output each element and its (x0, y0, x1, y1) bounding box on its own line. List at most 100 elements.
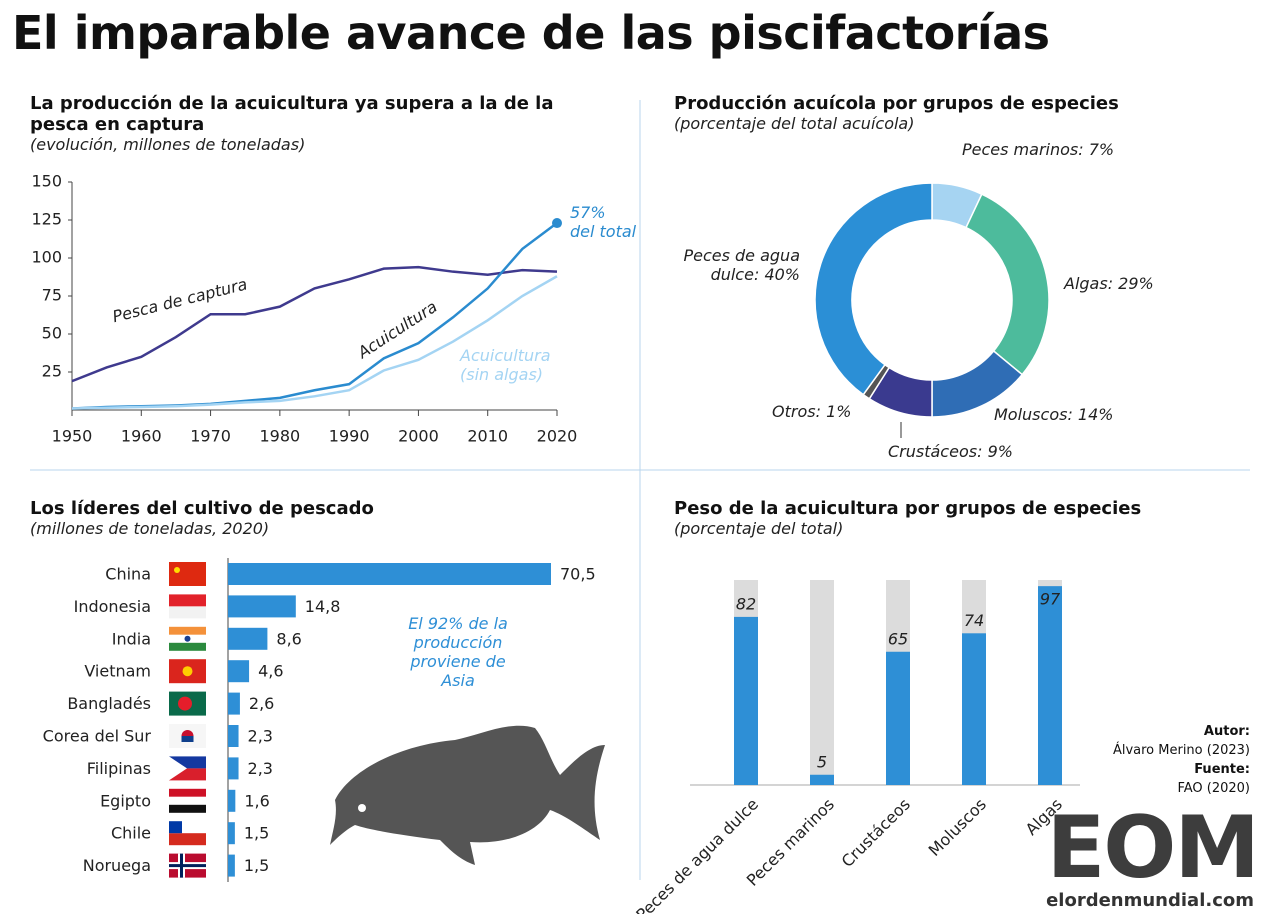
x-tick-label: 1950 (52, 427, 93, 446)
section-subtitle: (porcentaje del total) (674, 519, 844, 538)
x-tick-label: 1970 (190, 427, 231, 446)
bar (1038, 586, 1062, 785)
slice-label: Algas: 29% (1064, 274, 1174, 293)
y-tick-label: 75 (42, 286, 62, 305)
value-label: 1,5 (244, 824, 269, 843)
slice-name: Otros: (772, 402, 821, 421)
bar (228, 692, 240, 715)
slice-name: Peces de agua dulce: (683, 246, 800, 284)
category-label: Noruega (83, 856, 151, 875)
bar (228, 595, 296, 618)
flag (169, 626, 206, 635)
bar (228, 854, 235, 877)
section-title: Peso de la acuicultura por grupos de esp… (674, 498, 1142, 519)
annotation: El 92% de la producción proviene de Asia (408, 614, 508, 690)
bar (962, 633, 986, 785)
slice-name: Crustáceos: (888, 442, 983, 461)
fish-icon (330, 725, 605, 865)
donut-slice (965, 193, 1050, 376)
flag (169, 788, 206, 797)
slice-value: 7% (1088, 140, 1115, 159)
flag (169, 864, 206, 868)
flag (169, 756, 187, 781)
x-tick-label: 2000 (398, 427, 439, 446)
y-tick-label: 100 (31, 248, 62, 267)
value-label: 4,6 (258, 662, 283, 681)
credit: FAO (2020) (1177, 781, 1250, 796)
annotation: 57% (570, 203, 606, 222)
section-title: Producción acuícola por grupos de especi… (674, 93, 1119, 114)
bar (810, 774, 834, 785)
flag (169, 642, 206, 651)
annotation: del total (570, 222, 637, 241)
slice-name: Algas: (1064, 274, 1114, 293)
x-tick-label: 2010 (467, 427, 508, 446)
logo-site: elordenmundial.com (1046, 890, 1254, 911)
value-label: 5 (817, 752, 827, 771)
category-label: Vietnam (84, 662, 151, 681)
section-subtitle: (millones de toneladas, 2020) (30, 519, 270, 538)
value-label: 2,3 (248, 727, 273, 746)
category-label: Chile (111, 824, 151, 843)
flag (169, 606, 206, 619)
slice-value: 29% (1118, 274, 1154, 293)
category-label: Filipinas (87, 759, 151, 778)
credit: Autor: (1203, 724, 1250, 739)
slice-label: Peces de agua dulce: 40% (655, 246, 800, 284)
section-title: La producción de la acuicultura ya super… (30, 93, 554, 135)
value-label: 1,5 (244, 856, 269, 875)
section-title: Los líderes del cultivo de pescado (30, 498, 374, 519)
category-label: Corea del Sur (43, 727, 152, 746)
value-label: 8,6 (276, 629, 301, 648)
flag (178, 696, 192, 711)
flag (169, 833, 206, 846)
value-label: 2,6 (249, 694, 274, 713)
series-label: Pesca de captura (110, 274, 249, 326)
series-line (71, 275, 558, 410)
bar (228, 822, 235, 845)
section-subtitle: (evolución, millones de toneladas) (30, 135, 306, 154)
y-tick-label: 25 (42, 362, 62, 381)
category-label: Crustáceos (838, 795, 914, 871)
y-tick-label: 125 (31, 210, 62, 229)
bar (228, 660, 250, 683)
category-label: China (105, 565, 151, 584)
slice-label: Crustáceos: 9% (888, 442, 1058, 461)
category-label: Moluscos (925, 795, 990, 860)
slice-label: Moluscos: 14% (994, 405, 1164, 424)
end-point (552, 218, 562, 229)
flag (182, 666, 193, 677)
bar-background (810, 580, 834, 785)
section-subtitle: (porcentaje del total acuícola) (674, 114, 915, 133)
x-tick-label: 2020 (537, 427, 578, 446)
value-label: 65 (888, 629, 908, 648)
logo: EOM (1046, 798, 1260, 898)
credit: Álvaro Merino (2023) (1112, 743, 1250, 758)
flag (181, 736, 194, 742)
value-label: 97 (1040, 590, 1061, 609)
fish-eye (358, 804, 366, 812)
bar (734, 616, 758, 785)
bar (228, 563, 551, 585)
donut-slice (814, 182, 933, 396)
flag (169, 804, 206, 813)
value-label: 82 (736, 594, 756, 613)
slice-label: Otros: 1% (772, 402, 882, 421)
x-tick-label: 1960 (121, 427, 162, 446)
category-label: Egipto (100, 791, 151, 810)
flag (174, 567, 180, 573)
series-line (71, 265, 558, 383)
value-label: 14,8 (305, 597, 341, 616)
flag (169, 562, 206, 586)
slice-value: 40% (764, 265, 800, 284)
slice-label: Peces marinos: 7% (962, 140, 1122, 159)
category-label: Peces de agua dulce (632, 795, 762, 914)
x-tick-label: 1980 (259, 427, 300, 446)
bar (886, 651, 910, 785)
x-tick-label: 1990 (329, 427, 370, 446)
slice-name: Peces marinos: (962, 140, 1084, 159)
slice-value: 14% (1077, 405, 1114, 424)
bar (228, 725, 239, 747)
flag (169, 594, 206, 607)
